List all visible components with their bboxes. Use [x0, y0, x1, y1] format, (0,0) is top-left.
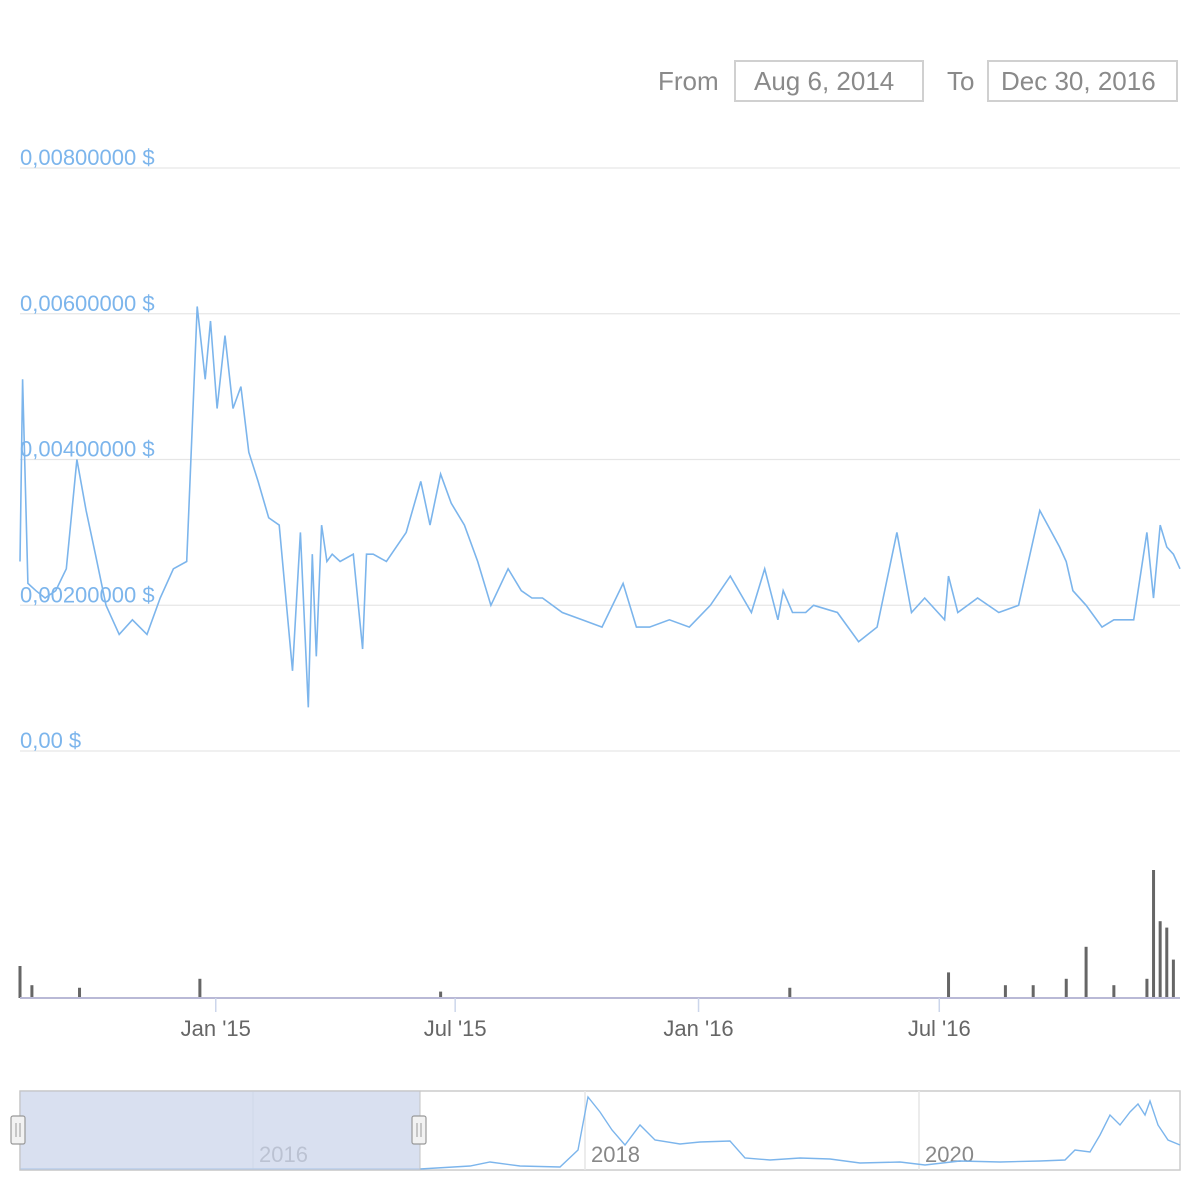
x-axis: Jan '15 Jul '15 Jan '16 Jul '16 [181, 998, 971, 1041]
from-date-input[interactable]: Aug 6, 2014 [734, 60, 924, 102]
x-tick-label: Jul '15 [424, 1016, 487, 1041]
navigator-series-line [20, 1095, 1181, 1170]
volume-bar [30, 985, 34, 998]
range-selector: From Aug 6, 2014 To Dec 30, 2016 [0, 60, 1200, 104]
navigator[interactable]: 201620182020 [10, 1090, 1181, 1171]
volume-bars [18, 870, 1175, 998]
volume-bar [1031, 985, 1035, 998]
volume-bar [1084, 946, 1088, 998]
volume-bar [788, 987, 792, 998]
y-tick-label: 0,00200000 $ [20, 582, 155, 607]
y-tick-label: 0,00 $ [20, 728, 81, 753]
x-tick-label: Jan '16 [663, 1016, 733, 1041]
volume-bar [198, 978, 202, 998]
volume-bar [1165, 927, 1169, 998]
volume-bar [18, 966, 22, 998]
y-tick-label: 0,00400000 $ [20, 437, 155, 462]
volume-bar [1158, 921, 1162, 998]
from-label: From [658, 66, 719, 96]
x-tick-label: Jul '16 [908, 1016, 971, 1041]
volume-bar [439, 991, 443, 998]
y-tick-label: 0,00800000 $ [20, 145, 155, 170]
volume-bar [78, 987, 82, 998]
navigator-right-handle[interactable] [411, 1115, 427, 1145]
grid-lines [20, 167, 1180, 752]
volume-bar [1003, 985, 1007, 998]
navigator-tick-label: 2020 [925, 1142, 974, 1167]
y-axis-labels: 0,00800000 $ 0,00600000 $ 0,00400000 $ 0,00… [20, 145, 155, 753]
navigator-selected-range[interactable] [19, 1090, 421, 1171]
volume-bar [1152, 870, 1156, 998]
navigator-left-handle[interactable] [10, 1115, 26, 1145]
y-tick-label: 0,00600000 $ [20, 291, 155, 316]
volume-bar [1112, 985, 1116, 998]
x-tick-label: Jan '15 [181, 1016, 251, 1041]
volume-bar [1145, 978, 1149, 998]
price-series-line [19, 306, 1181, 708]
to-date-input[interactable]: Dec 30, 2016 [987, 60, 1178, 102]
navigator-tick-label: 2018 [591, 1142, 640, 1167]
to-label: To [947, 66, 975, 96]
volume-bar [1171, 959, 1175, 998]
volume-bar [947, 972, 951, 998]
volume-bar [1064, 978, 1068, 998]
